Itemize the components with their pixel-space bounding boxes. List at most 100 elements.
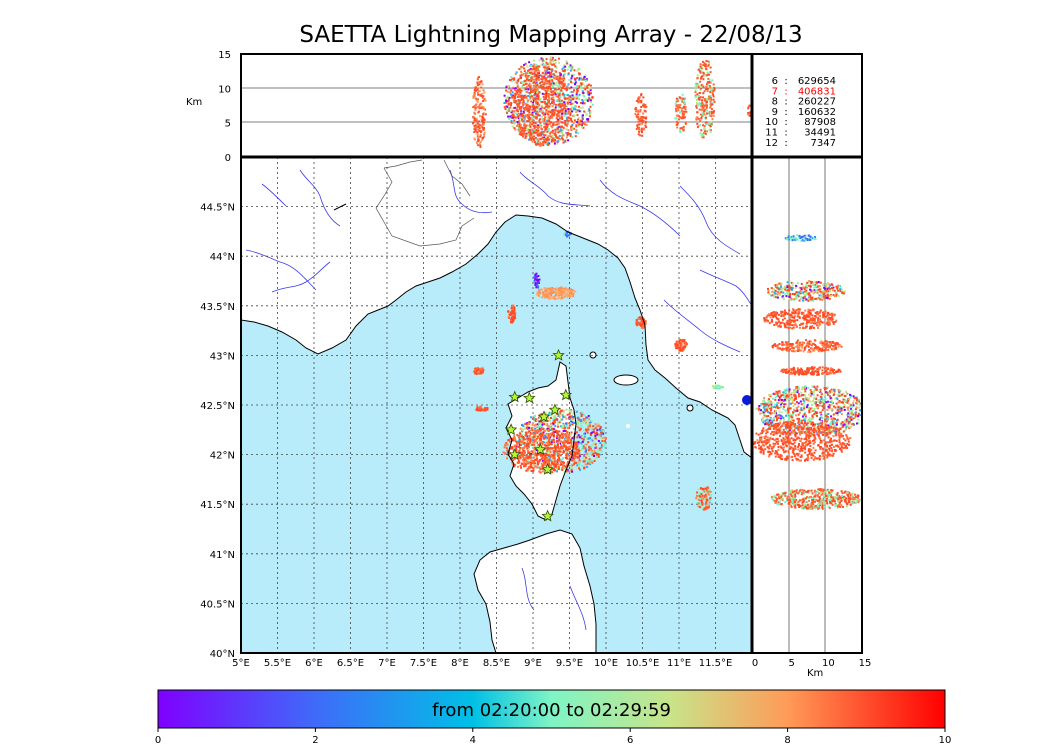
colorbar-tick-label: 8: [784, 735, 790, 746]
lon-tick-label: 5.5°E: [264, 658, 291, 669]
station-star-icon: [508, 390, 522, 403]
panel-frames: [240, 53, 863, 654]
station-star-icon: [523, 391, 536, 404]
lat-tick-label: 41°N: [210, 550, 235, 561]
colorbar-ticks: 0 2 4 6 8 10: [155, 728, 952, 746]
lon-tick-label: 10.5°E: [626, 658, 660, 669]
colorbar-tick-label: 10: [939, 735, 952, 746]
station-star-icon: [537, 410, 551, 423]
lma-stations: [504, 348, 573, 522]
lon-tick-label: 7.5°E: [410, 658, 437, 669]
stat-count: 87908: [804, 117, 836, 128]
altitude-lightning-sources: [471, 56, 752, 148]
lat-tick-label: 44.5°N: [200, 203, 235, 214]
colorbar-tick-label: 0: [155, 735, 161, 746]
stat-sep: :: [784, 76, 787, 87]
altitude-tick-labels: 0 5 10 15: [218, 50, 231, 164]
lat-tick-label: 40°N: [210, 649, 235, 660]
stat-level: 10: [765, 117, 778, 128]
giglio-island: [687, 405, 693, 411]
right-panel-tick-labels: 0 5 10 15: [752, 658, 872, 669]
lon-tick-label: 6.5°E: [337, 658, 364, 669]
stat-level: 11: [765, 128, 778, 139]
stat-sep: :: [784, 117, 787, 128]
station-star-icon: [552, 348, 565, 361]
right-unit-label: Km: [807, 668, 823, 679]
alt-tick-label: 0: [225, 153, 231, 164]
coastlines: [241, 203, 752, 653]
time-colorbar: 0 2 4 6 8 10: [155, 689, 952, 746]
mainland-land: [241, 157, 752, 458]
alt-tick-label: 10: [218, 84, 231, 95]
corsica-island: [506, 362, 576, 520]
altitude-unit-label: Km: [186, 97, 202, 108]
political-borders: [375, 159, 475, 247]
stat-count: 406831: [798, 86, 836, 97]
lon-tick-label: 7°E: [378, 658, 396, 669]
lon-tick-label: 9°E: [524, 658, 542, 669]
right-lightning-sources: [752, 234, 862, 510]
lon-tick-label: 11°E: [667, 658, 691, 669]
stat-count: 160632: [798, 107, 836, 118]
lon-tick-label: 6°E: [305, 658, 323, 669]
stat-level: 6: [772, 76, 778, 87]
stat-sep: :: [784, 138, 787, 149]
right-tick-label: 5: [788, 658, 794, 669]
lat-tick-label: 42.5°N: [200, 401, 235, 412]
lat-tick-label: 44°N: [210, 252, 235, 263]
stat-sep: :: [784, 107, 787, 118]
stat-count: 34491: [804, 128, 836, 139]
station-star-icon: [559, 388, 573, 401]
stat-count: 7347: [811, 138, 836, 149]
colorbar-tick-label: 6: [627, 735, 633, 746]
lon-tick-label: 8°E: [451, 658, 469, 669]
station-star-icon: [541, 509, 554, 522]
colorbar-tick-label: 2: [312, 735, 318, 746]
stat-level: 8: [772, 97, 778, 108]
latitude-altitude-panel: [752, 157, 862, 653]
lat-tick-label: 41.5°N: [200, 500, 235, 511]
right-tick-label: 0: [752, 658, 758, 669]
colorbar-label: from 02:20:00 to 02:29:59: [432, 700, 671, 721]
lon-tick-label: 10°E: [594, 658, 618, 669]
lat-tick-label: 40.5°N: [200, 599, 235, 610]
map-title: SAETTA Lightning Mapping Array - 22/08/1…: [299, 22, 803, 48]
stat-level: 7: [772, 86, 778, 97]
stat-sep: :: [784, 128, 787, 139]
stat-sep: :: [784, 86, 787, 97]
right-tick-label: 10: [822, 658, 835, 669]
stat-level: 9: [772, 107, 778, 118]
stat-level: 12: [765, 138, 778, 149]
station-star-icon: [541, 462, 554, 475]
map-graticule: [241, 157, 752, 653]
lat-tick-label: 42°N: [210, 451, 235, 462]
sardinia-island: [474, 530, 596, 653]
lon-tick-label: 9.5°E: [556, 658, 583, 669]
lon-tick-label: 5°E: [232, 658, 250, 669]
altitude-panel: [241, 54, 862, 157]
lon-tick-label: 11.5°E: [699, 658, 733, 669]
longitude-tick-labels: 5°E 5.5°E 6°E 6.5°E 7°E 7.5°E 8°E 8.5°E 9°E 9.5°E…: [232, 658, 732, 669]
station-star-icon: [548, 403, 562, 416]
montecristo-island: [626, 424, 630, 428]
alt-tick-label: 5: [225, 119, 231, 130]
station-star-icon: [508, 448, 521, 460]
lon-tick-label: 8.5°E: [483, 658, 510, 669]
stat-count: 629654: [798, 76, 836, 87]
latitude-tick-labels: 40°N 40.5°N 41°N 41.5°N 42°N 42.5°N 43°N 43.5°N…: [200, 203, 235, 660]
station-star-icon: [534, 443, 547, 455]
right-tick-label: 15: [859, 658, 872, 669]
alt-tick-label: 15: [218, 50, 231, 61]
station-star-icon: [504, 423, 518, 436]
reference-station-marker: [742, 395, 752, 405]
rivers: [245, 169, 752, 631]
lat-tick-label: 43°N: [210, 351, 235, 362]
source-count-legend: 6:6296547:4068318:2602279:16063210:87908…: [765, 76, 836, 149]
colorbar-tick-label: 4: [470, 735, 476, 746]
map-panel: [241, 157, 752, 653]
stat-sep: :: [784, 97, 787, 108]
lat-tick-label: 43.5°N: [200, 302, 235, 313]
elba-island: [614, 375, 638, 385]
stat-count: 260227: [798, 97, 836, 108]
